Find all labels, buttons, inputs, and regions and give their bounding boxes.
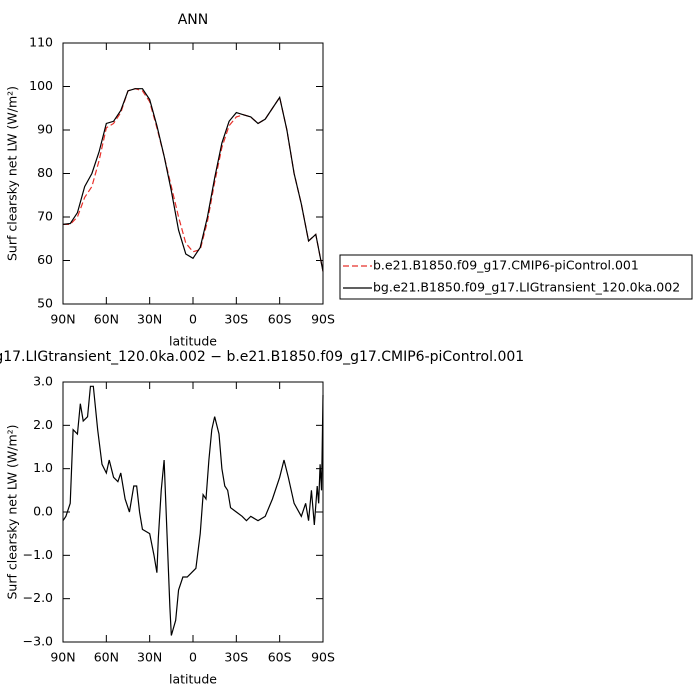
x-tick-label: 30S xyxy=(224,312,248,327)
y-axis-label: Surf clearsky net LW (W/m²) xyxy=(5,424,20,599)
x-tick-label: 60S xyxy=(268,312,292,327)
y-tick-label: 2.0 xyxy=(33,417,53,432)
plot-frame xyxy=(62,381,324,643)
x-tick-label: 90N xyxy=(50,312,75,327)
chart-title: ANN xyxy=(178,12,209,28)
x-tick-label: 60S xyxy=(268,650,292,665)
y-tick-label: 70 xyxy=(37,209,53,224)
y-tick-label: −2.0 xyxy=(23,590,53,605)
x-tick-label: 90N xyxy=(50,650,75,665)
x-tick-label: 30N xyxy=(137,312,162,327)
y-tick-label: 0.0 xyxy=(33,504,53,519)
x-tick-label: 60N xyxy=(94,650,119,665)
y-tick-label: 80 xyxy=(37,165,53,180)
x-tick-label: 0 xyxy=(189,650,197,665)
chart-title: bg.e21.B1850.f09_g17.LIGtransient_120.0k… xyxy=(0,349,524,365)
y-tick-label: 110 xyxy=(29,35,53,50)
y-tick-label: 90 xyxy=(37,122,53,137)
y-tick-label: 50 xyxy=(37,296,53,311)
x-tick-label: 90S xyxy=(311,312,335,327)
x-axis-label: latitude xyxy=(169,334,217,349)
x-tick-label: 30S xyxy=(224,650,248,665)
y-tick-label: −1.0 xyxy=(23,547,53,562)
y-tick-label: 1.0 xyxy=(33,460,53,475)
y-tick-label: 3.0 xyxy=(33,374,53,389)
legend-box xyxy=(339,254,693,300)
x-axis-label: latitude xyxy=(169,672,217,687)
x-tick-label: 0 xyxy=(189,312,197,327)
series-line xyxy=(62,385,324,636)
x-tick-label: 30N xyxy=(137,650,162,665)
legend-label: bg.e21.B1850.f09_g17.LIGtransient_120.0k… xyxy=(373,280,680,295)
plot-area xyxy=(62,385,324,636)
x-tick-label: 60N xyxy=(94,312,119,327)
y-tick-label: 100 xyxy=(29,78,53,93)
y-tick-label: −3.0 xyxy=(23,634,53,649)
plot-area xyxy=(62,88,324,272)
series-line xyxy=(62,88,324,272)
series-line xyxy=(63,88,324,272)
y-tick-label: 60 xyxy=(37,252,53,267)
plot-frame xyxy=(62,42,324,305)
x-tick-label: 90S xyxy=(311,650,335,665)
y-axis-label: Surf clearsky net LW (W/m²) xyxy=(5,86,20,261)
legend-label: b.e21.B1850.f09_g17.CMIP6-piControl.001 xyxy=(373,258,639,273)
